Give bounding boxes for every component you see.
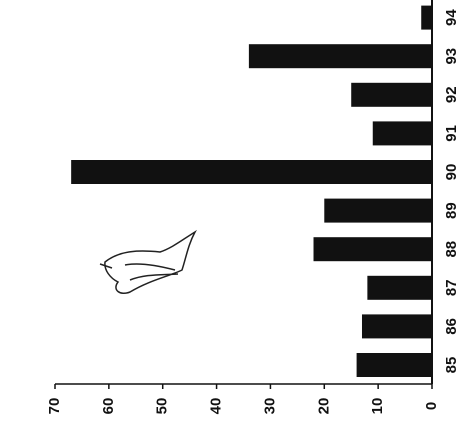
bar bbox=[313, 237, 432, 262]
category-label: 85 bbox=[443, 357, 460, 374]
value-tick-label: 40 bbox=[208, 398, 225, 415]
bar bbox=[71, 160, 433, 184]
bar bbox=[324, 198, 432, 223]
category-label: 90 bbox=[443, 164, 460, 181]
value-tick-label: 0 bbox=[423, 402, 440, 410]
bar bbox=[367, 275, 432, 300]
bar bbox=[356, 353, 432, 377]
value-tick-label: 50 bbox=[154, 398, 171, 415]
category-label: 91 bbox=[443, 125, 460, 142]
value-tick-label: 30 bbox=[261, 398, 278, 415]
category-label: 93 bbox=[443, 48, 460, 65]
value-tick-label: 70 bbox=[46, 398, 63, 415]
value-tick-label: 10 bbox=[369, 398, 386, 415]
value-tick-label: 60 bbox=[100, 398, 117, 415]
bar bbox=[361, 314, 432, 339]
bar bbox=[372, 121, 432, 146]
category-label: 87 bbox=[443, 279, 460, 296]
bar bbox=[351, 82, 432, 107]
value-tick-label: 20 bbox=[315, 398, 332, 415]
bar bbox=[248, 44, 432, 69]
bird-drawing bbox=[99, 229, 197, 294]
category-label: 86 bbox=[443, 318, 460, 335]
bar bbox=[421, 5, 432, 30]
category-label: 94 bbox=[443, 9, 460, 26]
category-label: 88 bbox=[443, 241, 460, 258]
category-label: 92 bbox=[443, 86, 460, 103]
category-label: 89 bbox=[443, 202, 460, 219]
